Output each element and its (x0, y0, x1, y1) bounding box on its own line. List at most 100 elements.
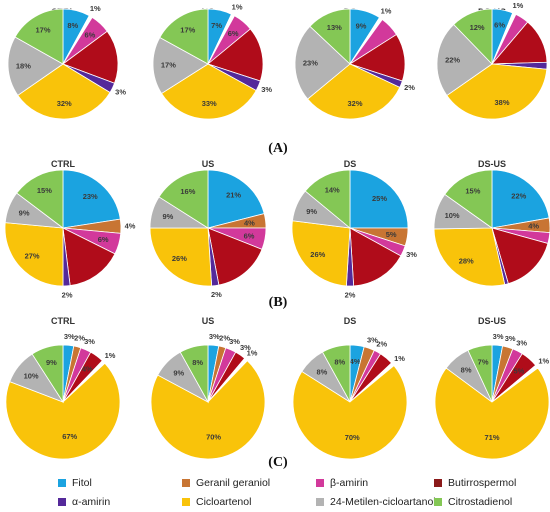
pie-title: DS-US (478, 316, 506, 326)
legend-swatch (316, 498, 324, 506)
slice-label: 17% (161, 61, 176, 70)
legend-item: Geranil geraniol (182, 477, 270, 489)
legend-swatch (182, 479, 190, 487)
slice-label: 5% (386, 230, 397, 239)
slice-label: 3% (240, 343, 251, 352)
slice-label: 5% (513, 367, 524, 376)
legend-item: β-amirin (316, 477, 368, 489)
slice-label: 12% (470, 23, 485, 32)
pie-slice (7, 36, 64, 96)
pie-A-ds: DS9%1%2%32%23%13% (294, 7, 415, 120)
legend-label: Cicloartenol (196, 496, 251, 508)
pie-slice (62, 169, 121, 229)
slice-label: 15% (37, 186, 52, 195)
pie-slice (349, 169, 409, 229)
pie-slice (444, 169, 493, 229)
pie-slice (309, 8, 351, 65)
slice-label: 28% (459, 256, 474, 265)
slice-label: 1% (538, 357, 549, 366)
pie-slice (31, 344, 64, 404)
pie-slice (159, 8, 209, 65)
pie-slice (467, 344, 493, 403)
pie-B-ds: DS 25% 5% 3% 2% 26% 9% 14% (291, 159, 417, 300)
pie-slice (321, 344, 351, 403)
slice-label: 9% (173, 369, 184, 378)
pie-slice (17, 63, 111, 120)
pie-slice (436, 23, 493, 97)
panel-label: (C) (268, 455, 288, 470)
slice-label: 2% (74, 334, 85, 343)
pie-title: DS (344, 316, 357, 326)
slice-label: 6% (244, 231, 255, 240)
slice-label: 27% (25, 252, 40, 261)
legend-item: Cicloartenol (182, 496, 251, 508)
slice-label: 2% (404, 83, 415, 92)
pie-slice (446, 63, 548, 120)
legend-item: Citrostadienol (434, 496, 512, 508)
slice-label: 3% (367, 335, 378, 344)
pie-title: CTRL (51, 316, 75, 326)
slice-label: 1% (512, 1, 523, 10)
slice-label: 33% (202, 99, 217, 108)
slice-label: 4% (125, 221, 136, 230)
legend-label: Fitol (72, 477, 92, 489)
pie-title: US (202, 316, 215, 326)
pie-slice (307, 63, 401, 120)
slice-label: 10% (24, 372, 39, 381)
slice-label: 2% (62, 290, 73, 299)
slice-label: 9% (356, 22, 367, 31)
slice-label: 3% (505, 334, 516, 343)
slice-label: 2% (219, 334, 230, 343)
slice-label: 6% (228, 29, 239, 38)
slice-label: 8% (316, 368, 327, 377)
pie-slice (491, 227, 549, 285)
slice-label: 17% (35, 25, 50, 34)
slice-label: 38% (494, 98, 509, 107)
slice-label: 1% (394, 354, 405, 363)
slice-label: 3% (64, 332, 75, 341)
legend-label: Geranil geraniol (196, 477, 270, 489)
slice-label: 3% (261, 85, 272, 94)
pie-A-us: US7%1%6%3%33%17%17% (152, 3, 272, 120)
slice-label: 6% (494, 21, 505, 30)
slice-label: 18% (16, 61, 31, 70)
slice-label: 3% (516, 339, 527, 348)
slice-label: 26% (310, 250, 325, 259)
legend-item: Fitol (58, 477, 92, 489)
pie-slice (5, 362, 121, 460)
pie-title: DS-US (478, 159, 506, 169)
slice-label: 32% (57, 99, 72, 108)
slice-label: 70% (345, 433, 360, 442)
pie-slice (294, 25, 351, 100)
pie-slice (207, 28, 264, 82)
slice-label: 2% (345, 291, 356, 300)
legend-item: Butirrospermol (434, 477, 516, 489)
slice-label: 4% (350, 357, 361, 366)
slice-label: 22% (445, 56, 460, 65)
panel-label: (A) (268, 141, 288, 156)
legend-label: β-amirin (330, 477, 368, 489)
slice-label: 16% (180, 187, 195, 196)
slice-label: 10% (445, 211, 460, 220)
pie-slice (161, 63, 257, 120)
slice-label: 6% (98, 235, 109, 244)
slice-label: 22% (511, 192, 526, 201)
slice-label: 8% (334, 358, 345, 367)
slice-label: 3% (493, 332, 504, 341)
slice-label: 1% (105, 351, 116, 360)
pie-C-us: US3% 2% 3%3%1%70%9%8% (150, 316, 266, 460)
slice-label: 9% (306, 207, 317, 216)
slice-label: 17% (180, 25, 195, 34)
slice-label: 8% (67, 21, 78, 30)
slice-label: 2% (211, 290, 222, 299)
pie-B-ctrl: CTRL 23% 4% 6% 2% 27% 9% 15% (4, 159, 136, 299)
slice-label: 3% (84, 337, 95, 346)
slice-label: 71% (484, 433, 499, 442)
slice-label: 1% (247, 348, 258, 357)
legend-item: α-amirin (58, 496, 110, 508)
slice-label: 3% (406, 250, 417, 259)
pie-title: US (202, 159, 215, 169)
pie-B-us: US 21% 4% 6% 2% 26% 9% 16% (149, 159, 267, 299)
pie-slice (179, 344, 209, 404)
